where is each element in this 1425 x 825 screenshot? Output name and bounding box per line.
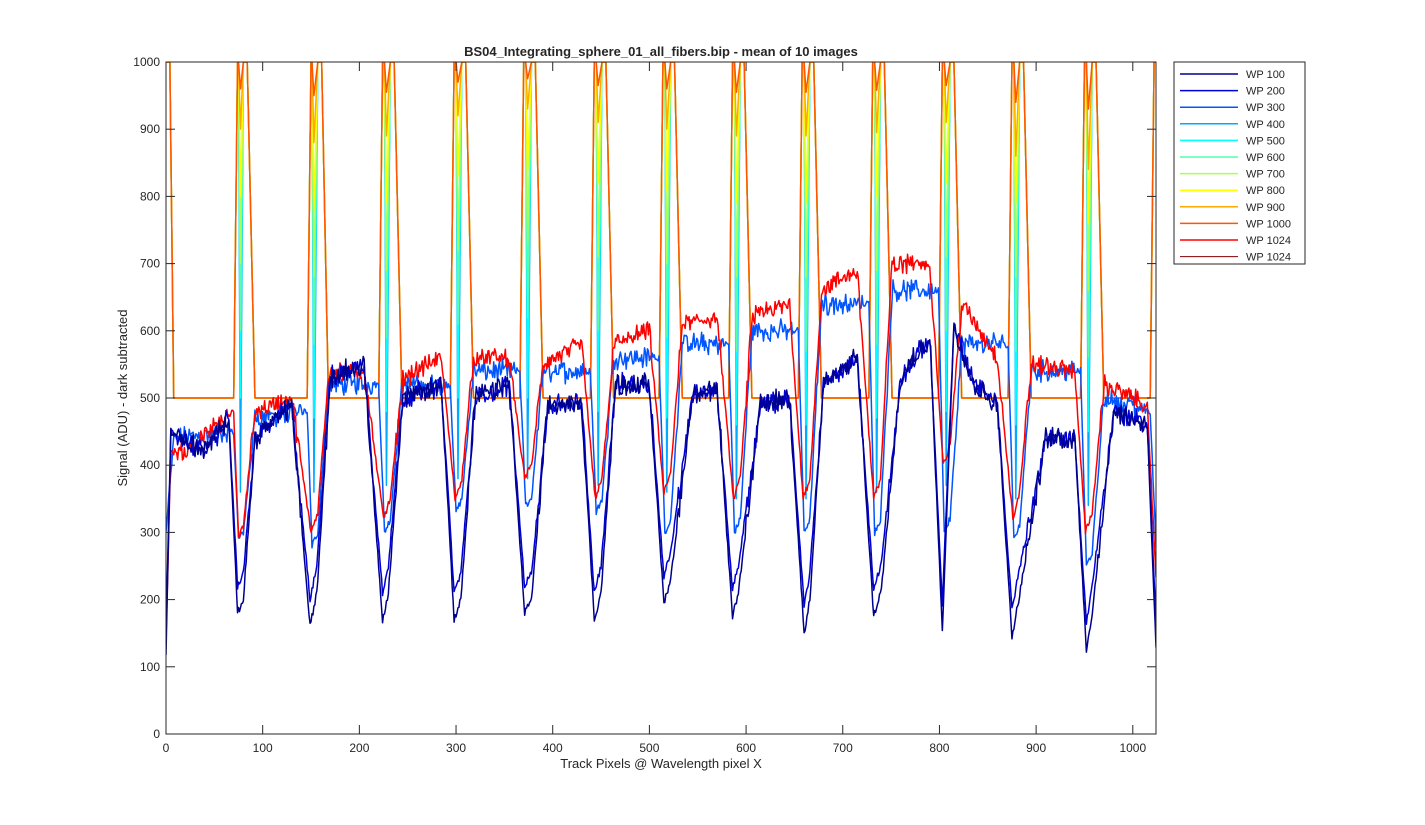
series-line-wp-1024-10 — [166, 253, 1156, 638]
y-tick-label: 900 — [140, 122, 160, 136]
x-tick-label: 900 — [1026, 741, 1046, 755]
series-layer — [166, 62, 1156, 656]
legend-label: WP 300 — [1246, 102, 1285, 114]
legend-label: WP 100 — [1246, 69, 1285, 81]
series-line-wp-300-2 — [166, 279, 1156, 566]
legend-label: WP 500 — [1246, 135, 1285, 147]
x-tick-label: 500 — [639, 741, 659, 755]
x-tick-label: 0 — [163, 741, 170, 755]
y-tick-label: 600 — [140, 324, 160, 338]
y-tick-label: 700 — [140, 257, 160, 271]
y-axis-label: Signal (ADU) - dark subtracted — [115, 309, 130, 486]
legend-label: WP 200 — [1246, 86, 1285, 98]
legend-label: WP 700 — [1246, 169, 1285, 181]
legend-label: WP 900 — [1246, 202, 1285, 214]
legend-label: WP 1000 — [1246, 218, 1291, 230]
x-tick-label: 700 — [833, 741, 853, 755]
x-tick-label: 200 — [349, 741, 369, 755]
y-tick-label: 500 — [140, 391, 160, 405]
x-tick-label: 1000 — [1119, 741, 1146, 755]
legend-entries: WP 100 WP 200 WP 300 WP 400 WP 500 WP 600 WP 7… — [1180, 69, 1291, 264]
y-tick-label: 300 — [140, 525, 160, 539]
x-tick-label: 800 — [929, 741, 949, 755]
y-tick-label: 200 — [140, 593, 160, 607]
x-tick-label: 100 — [253, 741, 273, 755]
x-tick-label: 300 — [446, 741, 466, 755]
legend: WP 100 WP 200 WP 300 WP 400 WP 500 WP 600 WP 7… — [1173, 61, 1306, 265]
legend-label: WP 1024 — [1246, 235, 1291, 247]
y-axis: 0 100 200 300 400 500 600 700 800 900 1000 — [133, 55, 1156, 741]
legend-label: WP 800 — [1246, 185, 1285, 197]
series-line-wp-100-0 — [166, 323, 1156, 656]
y-tick-label: 1000 — [133, 55, 160, 69]
x-axis: 0 100 200 300 400 500 600 700 800 900 1000 — [163, 62, 1146, 755]
chart-title: BS04_Integrating_sphere_01_all_fibers.bi… — [464, 44, 858, 59]
x-tick-label: 600 — [736, 741, 756, 755]
y-tick-label: 400 — [140, 458, 160, 472]
legend-box — [1173, 61, 1306, 265]
legend-label: WP 400 — [1246, 119, 1285, 131]
x-axis-label: Track Pixels @ Wavelength pixel X — [560, 756, 762, 771]
y-tick-label: 0 — [153, 727, 160, 741]
y-tick-label: 100 — [140, 660, 160, 674]
legend-label: WP 1024 — [1246, 252, 1291, 264]
x-tick-label: 400 — [543, 741, 563, 755]
legend-label: WP 600 — [1246, 152, 1285, 164]
y-tick-label: 800 — [140, 189, 160, 203]
